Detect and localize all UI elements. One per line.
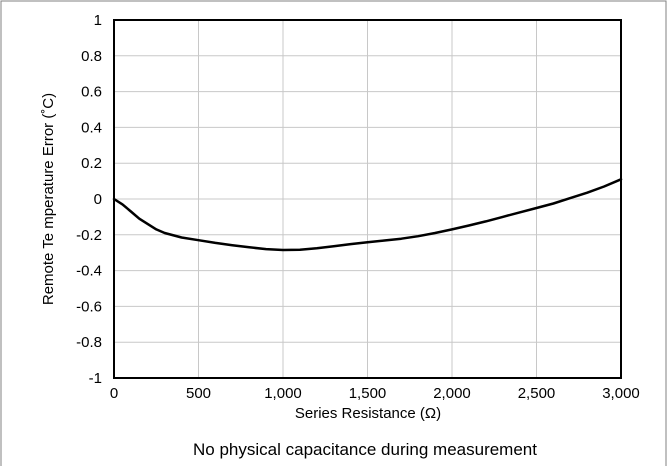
y-tick-label: -0.4 bbox=[76, 263, 102, 280]
y-axis-label: Remote Te mperature Error (˚C) bbox=[40, 93, 57, 305]
y-tick-label: -0.2 bbox=[76, 227, 102, 244]
y-tick-label: 0.6 bbox=[81, 84, 102, 101]
x-tick-label: 500 bbox=[186, 385, 211, 402]
x-tick-label: 3,000 bbox=[602, 385, 640, 402]
y-tick-label: 0 bbox=[94, 191, 102, 208]
x-axis-label: Series Resistance (Ω) bbox=[295, 405, 441, 422]
y-tick-label: -0.8 bbox=[76, 334, 102, 351]
x-tick-label: 2,000 bbox=[433, 385, 471, 402]
y-tick-label: 0.4 bbox=[81, 119, 102, 136]
x-tick-label: 1,000 bbox=[264, 385, 302, 402]
y-tick-label: -1 bbox=[89, 370, 102, 387]
series-line bbox=[112, 178, 623, 252]
chart-caption: No physical capacitance during measureme… bbox=[193, 440, 537, 459]
y-axis-ticks: -1 -0.8 -0.6 -0.4 -0.2 0 0.2 0.4 0.6 0.8 1 bbox=[76, 12, 102, 387]
y-tick-label: 0.8 bbox=[81, 48, 102, 65]
y-tick-label: 1 bbox=[94, 12, 102, 29]
x-tick-label: 2,500 bbox=[518, 385, 556, 402]
x-tick-label: 0 bbox=[110, 385, 118, 402]
x-axis-ticks: 0 500 1,000 1,500 2,000 2,500 3,000 bbox=[110, 385, 640, 402]
y-tick-label: -0.6 bbox=[76, 298, 102, 315]
y-tick-label: 0.2 bbox=[81, 155, 102, 172]
grid bbox=[113, 19, 622, 379]
x-tick-label: 1,500 bbox=[349, 385, 387, 402]
